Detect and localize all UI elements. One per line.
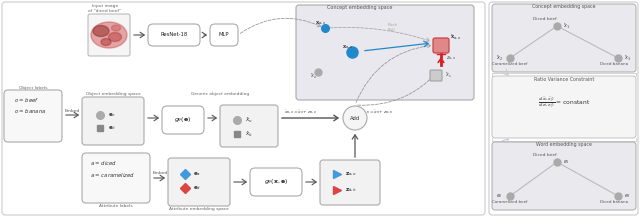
Text: $o$ = beef: $o$ = beef	[14, 96, 39, 104]
Text: $\mathbf{e}_{\bar{a}}$: $\mathbf{e}_{\bar{a}}$	[193, 184, 201, 192]
Ellipse shape	[91, 22, 127, 48]
Circle shape	[343, 106, 367, 130]
Text: $\hat{x}_s$: $\hat{x}_s$	[445, 70, 452, 80]
Text: Diced beef: Diced beef	[533, 153, 557, 157]
Text: $e_1$: $e_1$	[563, 158, 570, 166]
Text: $\mathbf{x}_{a,o}$: $\mathbf{x}_{a,o}$	[342, 44, 353, 51]
Text: $\hat{x}_1$: $\hat{x}_1$	[563, 21, 570, 31]
Ellipse shape	[101, 38, 111, 46]
Ellipse shape	[109, 33, 122, 41]
Text: $o$ = banana: $o$ = banana	[14, 107, 46, 115]
FancyBboxPatch shape	[210, 24, 238, 46]
Text: $\hat{x}_o$: $\hat{x}_o$	[245, 115, 253, 125]
Text: $g_{\theta}(\mathbf{e})$: $g_{\theta}(\mathbf{e})$	[174, 115, 191, 125]
Text: $\mathbf{x}_{a,o}$: $\mathbf{x}_{a,o}$	[314, 20, 326, 27]
Text: Generic object embedding: Generic object embedding	[191, 92, 249, 96]
Text: $e_3$: $e_3$	[624, 192, 631, 200]
FancyBboxPatch shape	[433, 38, 449, 53]
FancyBboxPatch shape	[320, 160, 380, 205]
Text: $\mathbf{z}_{a,o}$: $\mathbf{z}_{a,o}$	[345, 170, 357, 178]
Text: $\hat{x}_2$: $\hat{x}_2$	[496, 53, 503, 63]
Text: $\hat{x}_{\bar{a},\bar{o}}=\hat{x}_{\bar{o}}+z_{\bar{a},\bar{o}}$: $\hat{x}_{\bar{a},\bar{o}}=\hat{x}_{\bar…	[360, 108, 393, 116]
FancyBboxPatch shape	[492, 76, 636, 138]
Text: ResNet-18: ResNet-18	[161, 33, 188, 38]
FancyBboxPatch shape	[2, 2, 485, 215]
Text: Ratio Variance Constraint: Ratio Variance Constraint	[534, 77, 594, 82]
Text: Attribute embedding space: Attribute embedding space	[169, 207, 229, 211]
Text: Word embedding space: Word embedding space	[536, 142, 592, 147]
Text: $\mathbf{e}_o$: $\mathbf{e}_o$	[108, 111, 116, 119]
Text: Embed: Embed	[153, 171, 168, 175]
FancyBboxPatch shape	[220, 105, 278, 147]
Text: Input image: Input image	[92, 4, 118, 8]
Text: $\hat{x}_{\bar{o}}$: $\hat{x}_{\bar{o}}$	[245, 129, 253, 139]
Text: Caramelized beef: Caramelized beef	[492, 200, 528, 204]
FancyBboxPatch shape	[492, 142, 636, 210]
Text: Concept embedding space: Concept embedding space	[327, 5, 393, 10]
Text: Add: Add	[350, 115, 360, 120]
Text: Concept embedding space: Concept embedding space	[532, 4, 596, 9]
Text: $\frac{d(\hat{x}_i,\hat{x}_j)}{d(e_i,e_j)}$ = constant: $\frac{d(\hat{x}_i,\hat{x}_j)}{d(e_i,e_j…	[538, 95, 590, 111]
Text: $\hat{\mathbf{x}}_{a,o}$: $\hat{\mathbf{x}}_{a,o}$	[450, 32, 461, 41]
Text: $\mathbf{e}_a$: $\mathbf{e}_a$	[193, 170, 201, 178]
Text: of "diced beef": of "diced beef"	[88, 9, 122, 13]
FancyBboxPatch shape	[148, 24, 200, 46]
Text: Attribute labels: Attribute labels	[99, 204, 133, 208]
Text: $a$ = diced: $a$ = diced	[90, 159, 117, 167]
Text: $e_2$: $e_2$	[496, 192, 503, 200]
FancyBboxPatch shape	[82, 97, 144, 145]
Text: Push: Push	[388, 23, 398, 27]
FancyBboxPatch shape	[492, 4, 636, 72]
Text: $\mathbf{z}_{\bar{a},\bar{o}}$: $\mathbf{z}_{\bar{a},\bar{o}}$	[345, 186, 357, 194]
Text: Pull: Pull	[388, 28, 396, 32]
FancyBboxPatch shape	[250, 168, 302, 196]
FancyBboxPatch shape	[162, 106, 204, 134]
FancyBboxPatch shape	[82, 153, 150, 203]
Text: $z_{a,o}$: $z_{a,o}$	[446, 54, 456, 62]
FancyBboxPatch shape	[168, 158, 230, 206]
FancyBboxPatch shape	[4, 90, 62, 142]
Text: Diced banana: Diced banana	[600, 200, 628, 204]
Text: $\hat{x}_{a,o}=\hat{x}_o+z_{a,o}$: $\hat{x}_{a,o}=\hat{x}_o+z_{a,o}$	[284, 108, 317, 116]
FancyBboxPatch shape	[489, 2, 638, 215]
Text: Diced banana: Diced banana	[600, 62, 628, 66]
Text: $\hat{x}_o$: $\hat{x}_o$	[310, 71, 317, 81]
Text: Embed: Embed	[65, 109, 80, 113]
FancyBboxPatch shape	[88, 14, 130, 56]
Ellipse shape	[93, 26, 109, 36]
Text: Object embedding space: Object embedding space	[86, 92, 140, 96]
Ellipse shape	[111, 25, 120, 31]
Text: Caramelized beef: Caramelized beef	[492, 62, 528, 66]
FancyBboxPatch shape	[296, 5, 474, 100]
Text: $a$ = caramelized: $a$ = caramelized	[90, 171, 135, 179]
Text: MLP: MLP	[219, 33, 229, 38]
Text: Diced beef: Diced beef	[533, 17, 557, 21]
Text: $g_{\theta}(\mathbf{x},\mathbf{e})$: $g_{\theta}(\mathbf{x},\mathbf{e})$	[264, 178, 288, 186]
FancyBboxPatch shape	[430, 70, 442, 81]
Text: $\hat{x}_3$: $\hat{x}_3$	[624, 53, 631, 63]
Text: Object labels: Object labels	[19, 86, 47, 90]
Text: $\mathbf{e}_{\bar{o}}$: $\mathbf{e}_{\bar{o}}$	[108, 124, 116, 132]
